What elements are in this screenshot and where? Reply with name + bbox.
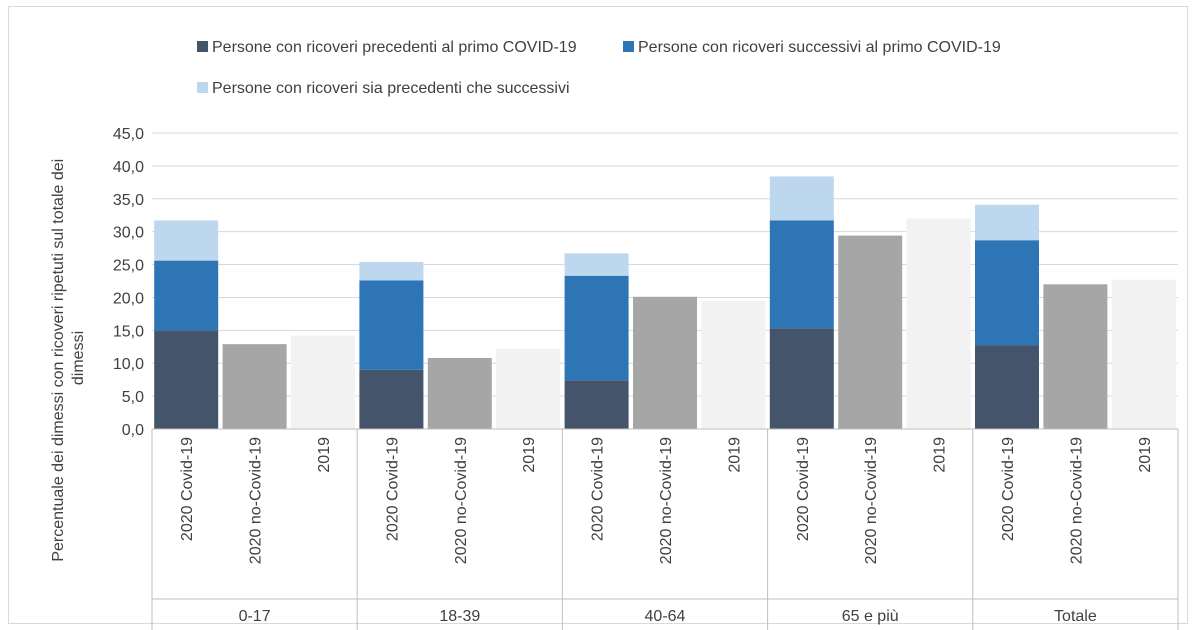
group-label: Totale xyxy=(1054,608,1097,625)
bar-0-17-2019 xyxy=(291,335,355,429)
bar-18-39-persone-con-ricoveri-successivi-al-primo-covid-19 xyxy=(359,280,424,370)
group-label: 65 e più xyxy=(842,608,899,625)
y-tick-label: 10,0 xyxy=(113,356,144,373)
x-tick-label: 2020 no-Covid-19 xyxy=(453,437,470,564)
x-tick-label: 2020 no-Covid-19 xyxy=(248,437,265,564)
y-tick-label: 20,0 xyxy=(113,290,144,307)
x-tick-label: 2019 xyxy=(1137,437,1154,473)
x-tick-label: 2020 no-Covid-19 xyxy=(1068,437,1085,564)
x-tick-label: 2020 Covid-19 xyxy=(590,437,607,541)
legend-label: Persone con ricoveri successivi al primo… xyxy=(638,39,1001,56)
bar-65-e-pi-2019 xyxy=(906,218,971,429)
x-tick-label: 2020 no-Covid-19 xyxy=(863,437,880,564)
bar-18-39-2020-no-covid-19 xyxy=(427,357,492,429)
y-tick-label: 25,0 xyxy=(113,258,144,275)
bar-40-64-persone-con-ricoveri-precedenti-al-primo-covid-19 xyxy=(564,380,629,429)
x-tick-label: 2019 xyxy=(932,437,949,473)
bars xyxy=(154,176,1176,429)
group-label: 40-64 xyxy=(645,608,686,625)
bar-0-17-persone-con-ricoveri-precedenti-al-primo-covid-19 xyxy=(154,330,219,429)
bar-40-64-persone-con-ricoveri-sia-precedenti-che-successivi xyxy=(564,253,629,276)
bar-65-e-pi-persone-con-ricoveri-successivi-al-primo-covid-19 xyxy=(769,220,834,329)
group-label: 0-17 xyxy=(239,608,271,625)
y-tick-label: 15,0 xyxy=(113,323,144,340)
bar-18-39-2019 xyxy=(496,348,561,429)
y-axis: 0,0 5,0 10,0 15,0 20,0 25,0 30,0 35,0 40,0 45,0 xyxy=(113,126,144,439)
x-tick-label: 2020 no-Covid-19 xyxy=(658,437,675,564)
x-tick-label: 2020 Covid-19 xyxy=(384,437,401,541)
bar-40-64-2019 xyxy=(701,300,766,429)
bar-totale-2019 xyxy=(1111,279,1176,429)
y-tick-label: 40,0 xyxy=(113,159,144,176)
x-axis: 2020 Covid-19 2020 no-Covid-19 2019 0-17 202… xyxy=(151,428,1179,630)
y-tick-label: 5,0 xyxy=(122,389,144,406)
bar-totale-persone-con-ricoveri-sia-precedenti-che-successivi xyxy=(975,204,1039,241)
legend-swatch xyxy=(623,41,634,52)
x-tick-label: 2020 Covid-19 xyxy=(1000,437,1017,541)
y-tick-label: 35,0 xyxy=(113,192,144,209)
bar-65-e-pi-2020-no-covid-19 xyxy=(838,235,903,429)
legend-label: Persone con ricoveri sia precedenti che … xyxy=(212,80,570,97)
group-label: 18-39 xyxy=(439,608,480,625)
bar-18-39-persone-con-ricoveri-sia-precedenti-che-successivi xyxy=(359,261,424,281)
chart-frame xyxy=(8,6,1188,624)
legend-swatch xyxy=(197,41,208,52)
bar-65-e-pi-persone-con-ricoveri-sia-precedenti-che-successivi xyxy=(769,176,834,221)
y-tick-label: 30,0 xyxy=(113,225,144,242)
y-tick-label: 0,0 xyxy=(122,422,144,439)
y-axis-title: Percentuale dei dimessi con ricoveri rip… xyxy=(50,154,87,561)
x-tick-label: 2020 Covid-19 xyxy=(795,437,812,541)
bar-65-e-pi-persone-con-ricoveri-precedenti-al-primo-covid-19 xyxy=(769,328,834,429)
x-tick-label: 2019 xyxy=(726,437,743,473)
bar-totale-persone-con-ricoveri-precedenti-al-primo-covid-19 xyxy=(975,345,1039,429)
bar-totale-2020-no-covid-19 xyxy=(1043,284,1108,429)
x-tick-label: 2020 Covid-19 xyxy=(179,437,196,541)
y-tick-label: 45,0 xyxy=(113,126,144,143)
x-tick-label: 2019 xyxy=(521,437,538,473)
x-tick-label: 2019 xyxy=(316,437,333,473)
legend-swatch xyxy=(197,82,208,93)
bar-0-17-persone-con-ricoveri-successivi-al-primo-covid-19 xyxy=(154,260,219,331)
bar-totale-persone-con-ricoveri-successivi-al-primo-covid-19 xyxy=(975,240,1039,346)
bar-40-64-persone-con-ricoveri-successivi-al-primo-covid-19 xyxy=(564,275,629,381)
legend: Persone con ricoveri precedenti al primo… xyxy=(197,39,1001,97)
y-axis-title-line-2: dimessi xyxy=(70,331,87,385)
bar-40-64-2020-no-covid-19 xyxy=(633,296,697,429)
y-axis-title-line-1: Percentuale dei dimessi con ricoveri rip… xyxy=(50,159,67,562)
bar-0-17-2020-no-covid-19 xyxy=(222,344,287,429)
legend-label: Persone con ricoveri precedenti al primo… xyxy=(212,39,577,56)
bar-0-17-persone-con-ricoveri-sia-precedenti-che-successivi xyxy=(154,220,219,261)
bar-18-39-persone-con-ricoveri-precedenti-al-primo-covid-19 xyxy=(359,369,424,429)
